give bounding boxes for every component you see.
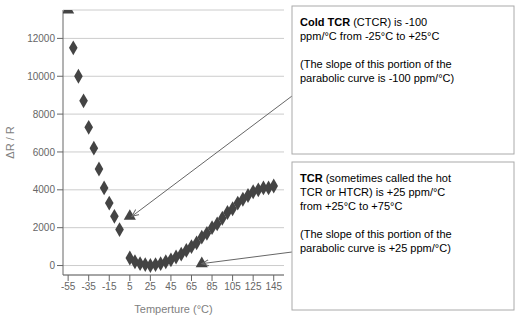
svg-text:4000: 4000 — [33, 184, 56, 195]
svg-text:85: 85 — [206, 281, 218, 292]
svg-text:8000: 8000 — [33, 109, 56, 120]
svg-text:TCR or HTCR) is +25 ppm/°C: TCR or HTCR) is +25 ppm/°C — [300, 186, 445, 198]
svg-text:2000: 2000 — [33, 222, 56, 233]
svg-text:10000: 10000 — [27, 71, 55, 82]
svg-text:ΔR / R: ΔR / R — [8, 126, 16, 158]
svg-text:Temperture (°C): Temperture (°C) — [134, 303, 212, 315]
svg-text:25: 25 — [145, 281, 157, 292]
svg-text:12000: 12000 — [27, 33, 55, 44]
svg-text:-15: -15 — [102, 281, 117, 292]
svg-text:(The slope of this portion of: (The slope of this portion of the — [300, 58, 452, 70]
svg-text:-55: -55 — [61, 281, 76, 292]
svg-text:5: 5 — [127, 281, 133, 292]
svg-text:TCR (sometimes called the hot: TCR (sometimes called the hot — [300, 172, 451, 184]
svg-text:Cold TCR (CTCR) is -100: Cold TCR (CTCR) is -100 — [300, 16, 427, 28]
svg-text:from +25°C to +75°C: from +25°C to +75°C — [300, 200, 402, 212]
svg-text:145: 145 — [265, 281, 282, 292]
svg-text:105: 105 — [224, 281, 241, 292]
svg-text:(The slope of this portion of: (The slope of this portion of the — [300, 228, 452, 240]
svg-text:65: 65 — [186, 281, 198, 292]
svg-text:ppm/°C from -25°C to +25°C: ppm/°C from -25°C to +25°C — [300, 30, 439, 42]
svg-text:parabolic curve is +25 ppm/°C): parabolic curve is +25 ppm/°C) — [300, 242, 451, 254]
svg-text:45: 45 — [165, 281, 177, 292]
svg-text:-35: -35 — [81, 281, 96, 292]
svg-text:0: 0 — [49, 260, 55, 271]
svg-text:6000: 6000 — [33, 147, 56, 158]
svg-text:125: 125 — [245, 281, 262, 292]
svg-text:parabolic curve is -100 ppm/°C: parabolic curve is -100 ppm/°C) — [300, 72, 454, 84]
